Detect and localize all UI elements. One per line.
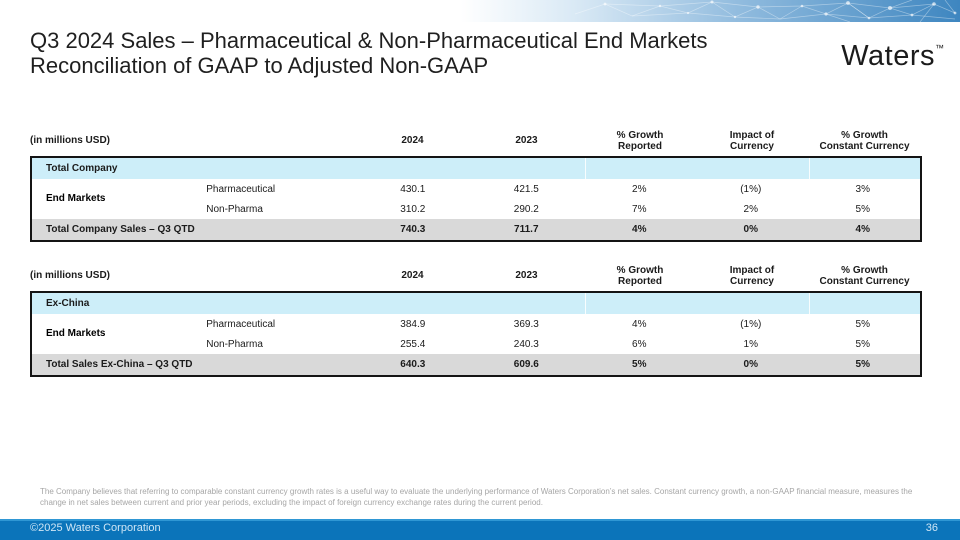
table1-total-row: Total Company Sales – Q3 QTD 740.3 711.7… bbox=[32, 219, 920, 240]
value-growth-reported: 4% bbox=[632, 318, 647, 330]
table-row-non-pharma: Non-Pharma 255.4 240.3 6% 1% 5% bbox=[32, 334, 920, 354]
column-separator bbox=[585, 158, 586, 179]
value-2023: 240.3 bbox=[513, 338, 539, 350]
value-impact-currency: (1%) bbox=[740, 318, 762, 330]
section-label: Total Company bbox=[46, 163, 118, 174]
value-growth-constant-currency: 5% bbox=[855, 338, 870, 350]
group-label: End Markets bbox=[46, 328, 106, 339]
row-label: Non-Pharma bbox=[206, 203, 263, 215]
top-banner bbox=[0, 0, 960, 23]
waters-logo-text: Waters bbox=[841, 40, 935, 72]
table-row-non-pharma: Non-Pharma 310.2 290.2 7% 2% 5% bbox=[32, 199, 920, 219]
network-pattern-icon bbox=[0, 0, 960, 23]
value-2024: 384.9 bbox=[400, 318, 426, 330]
page-number: 36 bbox=[925, 522, 938, 534]
waters-logo: Waters™ bbox=[841, 40, 944, 73]
value-2023: 290.2 bbox=[513, 203, 539, 215]
section-label: Ex-China bbox=[46, 298, 90, 309]
col-header-2024: 2024 bbox=[401, 270, 424, 282]
col-header-2023: 2023 bbox=[515, 135, 538, 147]
table1-column-headers: (in millions USD) 2024 2023 % Growth Rep… bbox=[30, 128, 922, 154]
value-2023: 369.3 bbox=[513, 318, 539, 330]
total-growth-constant-currency: 4% bbox=[855, 224, 870, 235]
table2-column-headers: (in millions USD) 2024 2023 % Growth Rep… bbox=[30, 263, 922, 289]
value-growth-constant-currency: 5% bbox=[855, 318, 870, 330]
value-impact-currency: 1% bbox=[743, 338, 758, 350]
total-label: Total Company Sales – Q3 QTD bbox=[46, 224, 195, 235]
row-label: Pharmaceutical bbox=[206, 183, 276, 195]
footer-bar: ©2025 Waters Corporation 36 bbox=[0, 519, 960, 540]
table-row-pharmaceutical: Pharmaceutical 430.1 421.5 2% (1%) 3% bbox=[32, 179, 920, 199]
page-title-line2: Reconciliation of GAAP to Adjusted Non-G… bbox=[30, 53, 489, 78]
col-header-growth-reported: % Growth Reported bbox=[616, 264, 664, 288]
table1-end-markets-group: End Markets Pharmaceutical 430.1 421.5 2… bbox=[32, 179, 920, 219]
value-2024: 255.4 bbox=[400, 338, 426, 350]
value-growth-reported: 2% bbox=[632, 183, 647, 195]
total-label: Total Sales Ex-China – Q3 QTD bbox=[46, 359, 193, 370]
trademark-symbol: ™ bbox=[935, 43, 944, 53]
value-2024: 430.1 bbox=[400, 183, 426, 195]
table2-section-row: Ex-China bbox=[32, 293, 920, 314]
column-separator bbox=[809, 158, 810, 179]
col-header-2024: 2024 bbox=[401, 135, 424, 147]
footnote: The Company believes that referring to c… bbox=[40, 487, 913, 507]
col-header-2023: 2023 bbox=[515, 270, 538, 282]
table1-section-row: Total Company bbox=[32, 158, 920, 179]
total-impact-currency: 0% bbox=[743, 359, 758, 370]
value-growth-constant-currency: 3% bbox=[855, 183, 870, 195]
value-2024: 310.2 bbox=[400, 203, 426, 215]
col-header-growth-reported: % Growth Reported bbox=[616, 129, 664, 153]
table-row-pharmaceutical: Pharmaceutical 384.9 369.3 4% (1%) 5% bbox=[32, 314, 920, 334]
value-impact-currency: 2% bbox=[743, 203, 758, 215]
col-header-growth-constant-currency: % Growth Constant Currency bbox=[819, 264, 910, 288]
copyright-text: ©2025 Waters Corporation bbox=[30, 522, 161, 534]
total-impact-currency: 0% bbox=[743, 224, 758, 235]
row-label: Pharmaceutical bbox=[206, 318, 276, 330]
value-impact-currency: (1%) bbox=[740, 183, 762, 195]
total-growth-reported: 5% bbox=[632, 359, 647, 370]
total-2024: 640.3 bbox=[400, 359, 426, 370]
page-title-line1: Q3 2024 Sales – Pharmaceutical & Non-Pha… bbox=[30, 28, 708, 53]
total-company-table: (in millions USD) 2024 2023 % Growth Rep… bbox=[30, 128, 922, 242]
total-2024: 740.3 bbox=[400, 224, 426, 235]
column-separator bbox=[809, 293, 810, 314]
value-2023: 421.5 bbox=[513, 183, 539, 195]
value-growth-reported: 7% bbox=[632, 203, 647, 215]
col-header-growth-constant-currency: % Growth Constant Currency bbox=[819, 129, 910, 153]
table2-total-row: Total Sales Ex-China – Q3 QTD 640.3 609.… bbox=[32, 354, 920, 375]
value-growth-reported: 6% bbox=[632, 338, 647, 350]
table1: Total Company End Markets Pharmaceutical… bbox=[30, 156, 922, 242]
total-2023: 609.6 bbox=[513, 359, 539, 370]
units-label: (in millions USD) bbox=[30, 135, 110, 147]
page-title: Q3 2024 Sales – Pharmaceutical & Non-Pha… bbox=[30, 28, 707, 78]
table2-end-markets-group: End Markets Pharmaceutical 384.9 369.3 4… bbox=[32, 314, 920, 354]
col-header-impact-currency: Impact of Currency bbox=[729, 129, 775, 153]
group-label: End Markets bbox=[46, 193, 106, 204]
total-growth-constant-currency: 5% bbox=[855, 359, 870, 370]
value-growth-constant-currency: 5% bbox=[855, 203, 870, 215]
column-separator bbox=[585, 293, 586, 314]
col-header-impact-currency: Impact of Currency bbox=[729, 264, 775, 288]
table2: Ex-China End Markets Pharmaceutical 384.… bbox=[30, 291, 922, 377]
total-growth-reported: 4% bbox=[632, 224, 647, 235]
row-label: Non-Pharma bbox=[206, 338, 263, 350]
total-2023: 711.7 bbox=[514, 224, 539, 235]
ex-china-table: (in millions USD) 2024 2023 % Growth Rep… bbox=[30, 263, 922, 377]
units-label: (in millions USD) bbox=[30, 270, 110, 282]
